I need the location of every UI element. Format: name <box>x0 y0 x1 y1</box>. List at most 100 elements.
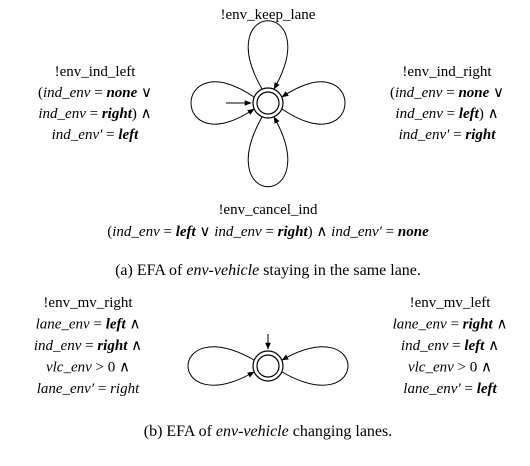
text-segment: none <box>398 224 429 240</box>
text-segment: ( <box>38 85 43 101</box>
text-segment: right <box>102 106 133 122</box>
text-segment: vlc_env <box>408 360 454 376</box>
text-segment: lane_env <box>36 317 90 333</box>
label-line: ind_env = left ∧ <box>401 338 499 354</box>
text-segment: ) ∧ <box>308 224 331 240</box>
text-segment: = <box>448 338 464 354</box>
text-segment: !env_cancel_ind <box>218 202 318 218</box>
text-segment: ind_env′ <box>331 224 382 240</box>
text-segment: ) ∧ <box>479 106 499 122</box>
text-segment: = <box>81 338 97 354</box>
text-segment: ( <box>107 224 112 240</box>
text-segment: none <box>106 85 137 101</box>
text-segment: = <box>382 224 398 240</box>
text-segment: !env_mv_right <box>43 295 133 311</box>
text-segment: right <box>278 224 309 240</box>
text-segment: = <box>86 106 102 122</box>
label-line: !env_keep_lane <box>221 7 316 23</box>
text-segment: env-vehicle <box>216 423 289 440</box>
text-segment: (b) EFA of <box>144 423 216 440</box>
text-segment: right <box>110 381 140 397</box>
text-segment: right <box>97 338 128 354</box>
text-segment: = <box>461 381 477 397</box>
text-segment: ind_env <box>395 85 443 101</box>
label-line: !env_ind_left <box>55 64 137 80</box>
text-segment: !env_mv_left <box>410 295 492 311</box>
text-segment: ∨ <box>137 85 152 101</box>
loop-top <box>247 20 289 90</box>
text-segment: ∧ <box>493 317 508 333</box>
loop-left <box>190 81 255 125</box>
text-segment: (a) EFA of <box>115 262 186 279</box>
text-segment: lane_env <box>393 317 447 333</box>
text-segment: = <box>442 85 458 101</box>
text-segment: left <box>477 381 498 397</box>
text-segment: ind_env <box>214 224 262 240</box>
loop-right <box>281 81 346 125</box>
text-segment: = <box>94 381 110 397</box>
label-line: !env_cancel_ind <box>218 202 318 218</box>
text-segment: !env_ind_left <box>55 64 137 80</box>
label-line: ind_env = right ∧ <box>34 338 142 354</box>
label-line: !env_mv_left <box>410 295 492 311</box>
text-segment: ind_env <box>395 106 443 122</box>
text-segment: ind_env <box>401 338 449 354</box>
label-line: lane_env = right ∧ <box>393 317 508 333</box>
text-segment: none <box>458 85 489 101</box>
state-a <box>252 87 284 119</box>
label-line: lane_env′ = right <box>37 381 140 397</box>
text-segment: ∧ <box>127 338 142 354</box>
label-line: ind_env = left) ∧ <box>395 106 498 122</box>
text-segment: right <box>465 127 496 143</box>
text-segment: ind_env′ <box>399 127 450 143</box>
text-segment: > 0 ∧ <box>454 360 492 376</box>
text-segment: left <box>459 106 480 122</box>
text-segment: ) ∧ <box>132 106 152 122</box>
text-segment: right <box>463 317 494 333</box>
text-segment: = <box>447 317 463 333</box>
text-segment: vlc_env <box>46 360 92 376</box>
label-line: !env_ind_right <box>402 64 492 80</box>
text-segment: !env_keep_lane <box>221 7 316 23</box>
loop-right <box>281 346 349 386</box>
text-segment: = <box>90 85 106 101</box>
text-segment: = <box>443 106 459 122</box>
text-segment: !env_ind_right <box>402 64 492 80</box>
text-segment: ind_env <box>112 224 160 240</box>
text-segment: left <box>118 127 139 143</box>
label-line: lane_env = left ∧ <box>36 317 141 333</box>
label-line: (ind_env = none ∨ <box>38 85 152 101</box>
text-segment: = <box>90 317 106 333</box>
text-segment: ∧ <box>484 338 499 354</box>
text-segment: = <box>102 127 118 143</box>
text-segment: ∨ <box>196 224 214 240</box>
loop-bottom <box>247 116 289 188</box>
label-line: ind_env′ = left <box>52 127 140 143</box>
label-line: (ind_env = left ∨ ind_env = right) ∧ ind… <box>107 224 429 240</box>
text-segment: left <box>106 317 127 333</box>
text-segment: ∧ <box>126 317 141 333</box>
label-line: (ind_env = none ∨ <box>390 85 504 101</box>
label-line: lane_env′ = left <box>403 381 497 397</box>
label-line: ind_env′ = right <box>399 127 497 143</box>
text-segment: = <box>449 127 465 143</box>
text-segment: ind_env <box>34 338 82 354</box>
text-segment: > 0 ∧ <box>92 360 130 376</box>
label-line: vlc_env > 0 ∧ <box>408 360 492 376</box>
label-line: (a) EFA of env-vehicle staying in the sa… <box>115 262 421 279</box>
text-segment: staying in the same lane. <box>259 262 421 279</box>
label-line: ind_env = right) ∧ <box>38 106 151 122</box>
text-segment: ind_env <box>43 85 91 101</box>
label-line: (b) EFA of env-vehicle changing lanes. <box>144 423 393 440</box>
text-segment: ind_env′ <box>52 127 103 143</box>
text-segment: = <box>160 224 176 240</box>
label-line: vlc_env > 0 ∧ <box>46 360 130 376</box>
text-segment: left <box>176 224 197 240</box>
text-segment: lane_env′ <box>403 381 461 397</box>
text-segment: ( <box>390 85 395 101</box>
label-line: !env_mv_right <box>43 295 133 311</box>
loop-left <box>187 346 255 386</box>
text-segment: = <box>262 224 278 240</box>
state-b <box>252 350 284 382</box>
